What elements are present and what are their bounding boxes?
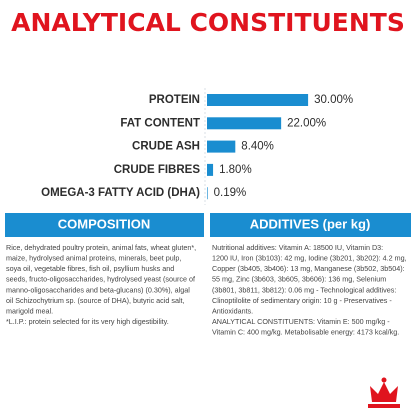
additives-line: 55 mg, Zinc (3b603, 3b605, 3b606): 136 m… (212, 275, 386, 284)
additives-line: Copper (3b405, 3b406): 13 mg, Manganese … (212, 264, 405, 273)
composition-line: *L.I.P.: protein selected for its very h… (6, 317, 169, 326)
category-label: FAT CONTENT (120, 117, 200, 129)
category-label: PROTEIN (149, 94, 200, 106)
value-label: 30.00% (314, 94, 353, 106)
composition-line: maize, hydrolysed animal proteins, miner… (6, 254, 181, 263)
category-label: OMEGA-3 FATTY ACID (DHA) (41, 187, 200, 199)
additives-title: ADDITIVES (per kg) (250, 216, 371, 231)
value-label: 0.19% (214, 187, 247, 199)
composition-line: manno-oligosaccharides and beta-glucans)… (6, 285, 190, 294)
composition-line: seeds, fructo-oligosaccharides, hydrolys… (6, 275, 195, 284)
additives-line: Nutritional additives: Vitamin A: 18500 … (212, 243, 383, 252)
category-label: CRUDE FIBRES (114, 164, 201, 176)
logo (368, 377, 400, 408)
title: ANALYTICAL CONSTITUENTS (11, 8, 405, 37)
additives-line: ANALYTICAL CONSTITUENTS: Vitamin E: 500 … (212, 317, 390, 326)
additives-header (210, 213, 411, 237)
bar (207, 187, 208, 200)
composition-line: marigold meal. (6, 307, 53, 316)
additives-line: (3b801, 3b811, 3b812): 0.06 mg - Technol… (212, 285, 396, 294)
additives-line: Vitamin C: 400 mg/kg. Metabolisable ener… (212, 328, 399, 337)
composition-line: Rice, dehydrated poultry protein, animal… (6, 243, 196, 252)
bar (207, 117, 282, 130)
composition-header (5, 213, 204, 237)
category-label: CRUDE ASH (132, 141, 200, 153)
additives-line: Clinoptilolite of sedimentary origin: 10… (212, 296, 392, 305)
value-label: 1.80% (219, 164, 252, 176)
additives-line: Antioxidants. (212, 307, 253, 316)
bar (207, 163, 214, 176)
bar (207, 94, 309, 106)
bar (207, 140, 236, 153)
value-label: 8.40% (241, 141, 274, 153)
composition-line: soya oil, vegetable fibres, fish oil, ps… (6, 264, 174, 273)
additives-line: 1200 IU, Iron (3b103): 42 mg, Iodine (3b… (212, 254, 407, 263)
value-label: 22.00% (287, 117, 326, 129)
composition-title: COMPOSITION (58, 216, 150, 231)
composition-line: oil Schizochytrium sp. (source of DHA), … (6, 296, 185, 305)
